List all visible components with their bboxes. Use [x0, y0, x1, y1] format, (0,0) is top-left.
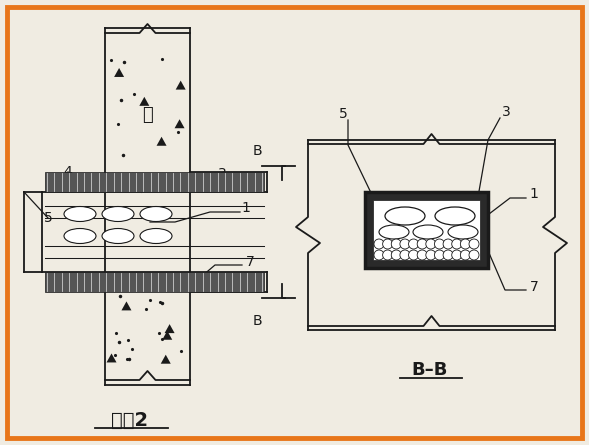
- Polygon shape: [176, 81, 186, 89]
- Circle shape: [417, 250, 427, 260]
- Text: 1: 1: [241, 201, 250, 215]
- Bar: [373, 200, 480, 260]
- Text: B–B: B–B: [412, 361, 448, 379]
- Polygon shape: [164, 324, 174, 333]
- Text: 5: 5: [339, 107, 348, 121]
- Ellipse shape: [448, 225, 478, 239]
- Text: 3: 3: [502, 105, 511, 119]
- Bar: [365, 192, 488, 268]
- Circle shape: [409, 239, 419, 249]
- Text: 墙: 墙: [142, 106, 153, 124]
- Polygon shape: [174, 119, 184, 128]
- Text: B: B: [252, 314, 262, 328]
- Polygon shape: [114, 68, 124, 77]
- Circle shape: [461, 250, 471, 260]
- Circle shape: [391, 250, 401, 260]
- Text: 5: 5: [44, 211, 52, 225]
- Text: 1: 1: [530, 187, 538, 201]
- Polygon shape: [140, 97, 150, 106]
- Bar: [45, 272, 264, 292]
- Circle shape: [469, 239, 479, 249]
- Circle shape: [452, 239, 462, 249]
- Ellipse shape: [435, 207, 475, 225]
- Circle shape: [383, 250, 393, 260]
- Circle shape: [391, 239, 401, 249]
- Ellipse shape: [140, 228, 172, 243]
- Bar: [45, 172, 264, 192]
- Polygon shape: [121, 301, 131, 311]
- Circle shape: [435, 239, 445, 249]
- Circle shape: [443, 239, 453, 249]
- Text: 方案2: 方案2: [111, 410, 148, 429]
- Polygon shape: [161, 355, 171, 364]
- Circle shape: [443, 250, 453, 260]
- Ellipse shape: [140, 206, 172, 222]
- Ellipse shape: [102, 228, 134, 243]
- Circle shape: [417, 239, 427, 249]
- Circle shape: [452, 250, 462, 260]
- Text: B: B: [252, 144, 262, 158]
- Circle shape: [426, 239, 436, 249]
- Ellipse shape: [64, 228, 96, 243]
- Ellipse shape: [102, 206, 134, 222]
- Circle shape: [461, 239, 471, 249]
- Text: 7: 7: [530, 280, 538, 294]
- Ellipse shape: [64, 206, 96, 222]
- Text: 7: 7: [246, 255, 254, 269]
- Circle shape: [383, 239, 393, 249]
- Circle shape: [374, 250, 384, 260]
- Circle shape: [426, 250, 436, 260]
- Text: 4: 4: [64, 165, 72, 179]
- Circle shape: [409, 250, 419, 260]
- Ellipse shape: [379, 225, 409, 239]
- Circle shape: [400, 250, 410, 260]
- Circle shape: [469, 250, 479, 260]
- Circle shape: [374, 239, 384, 249]
- Circle shape: [435, 250, 445, 260]
- Polygon shape: [107, 353, 117, 362]
- Polygon shape: [162, 331, 172, 340]
- Circle shape: [400, 239, 410, 249]
- Ellipse shape: [413, 225, 443, 239]
- Polygon shape: [157, 137, 167, 146]
- Text: 3: 3: [217, 167, 226, 181]
- Ellipse shape: [385, 207, 425, 225]
